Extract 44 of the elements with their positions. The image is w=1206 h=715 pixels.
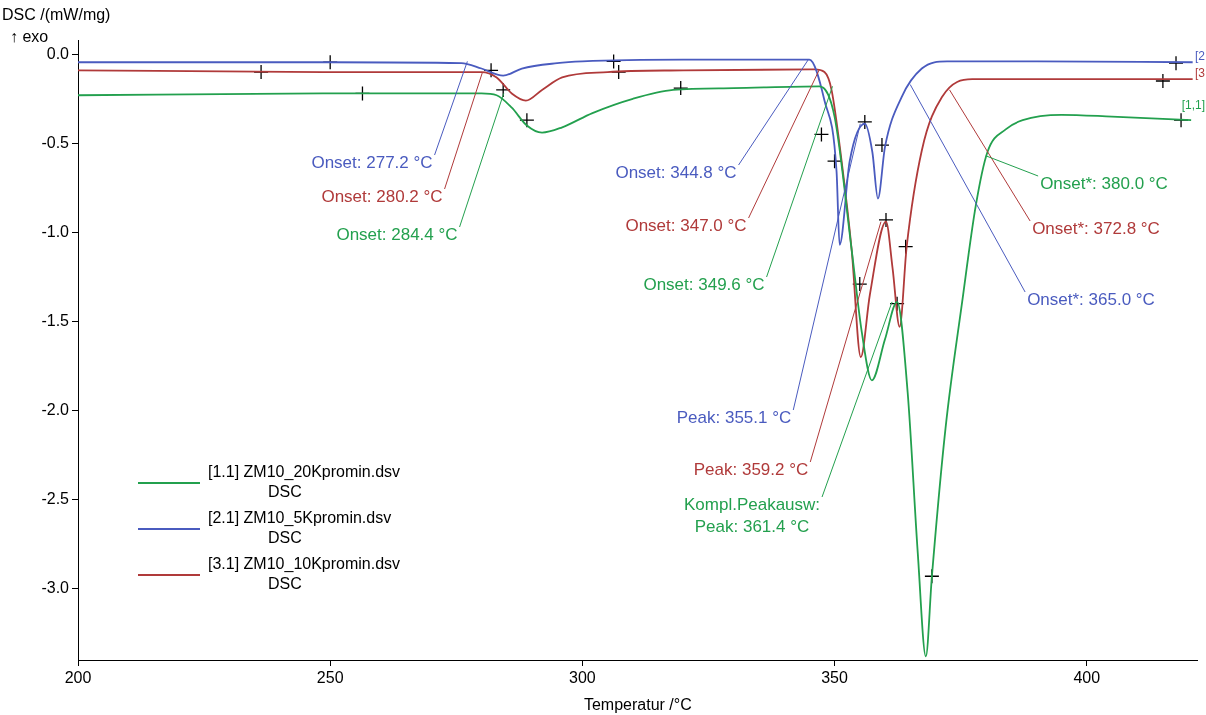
point — [924, 568, 940, 584]
x-tick-label: 200 — [64, 669, 92, 687]
y-tick-label: -3.0 — [41, 579, 70, 597]
point — [1155, 73, 1171, 89]
annotation: Peak: 355.1 °C — [676, 407, 792, 427]
x-tick-label: 400 — [1073, 669, 1101, 687]
annotation: Onset: 280.2 °C — [321, 186, 443, 206]
point — [878, 212, 894, 228]
annotation: Onset*: 372.8 °C — [1032, 218, 1160, 238]
annotation: [3 — [1194, 65, 1206, 80]
y-tick-label: -2.5 — [41, 490, 70, 508]
text: ↑ exo — [10, 28, 49, 46]
y-tick-label: -0.5 — [41, 133, 70, 151]
annotation: Onset: 277.2 °C — [311, 152, 433, 172]
annotation: Onset: 344.8 °C — [615, 162, 737, 182]
x-tick-label: 350 — [821, 669, 848, 687]
annotation: Peak: 359.2 °C — [693, 459, 809, 479]
point — [1168, 55, 1184, 71]
legend-label: [3.1] ZM10_10Kpromin.dsv DSC — [208, 555, 401, 593]
annotation: Onset: 349.6 °C — [643, 274, 765, 294]
y-tick-label: -2.0 — [41, 400, 70, 418]
point — [857, 114, 873, 130]
point — [813, 126, 830, 143]
y-tick-label: -1.0 — [41, 222, 70, 240]
point — [874, 137, 890, 153]
point — [605, 53, 622, 70]
point — [889, 296, 905, 312]
annotation: [1,1] — [1181, 98, 1205, 113]
annotation: Onset*: 365.0 °C — [1027, 289, 1155, 309]
legend-label: [2.1] ZM10_5Kpromin.dsv DSC — [208, 509, 392, 547]
x-tick-label: 300 — [569, 669, 596, 687]
y-tick-label: 0.0 — [46, 44, 70, 62]
legend-label: [1.1] ZM10_20Kpromin.dsv DSC — [208, 463, 401, 501]
y-tick-label: -1.5 — [41, 311, 70, 329]
x-axis-title: Temperatur /°C — [583, 695, 692, 713]
annotation: Onset: 284.4 °C — [336, 224, 458, 244]
annotation: Kompl.Peakausw: Peak: 361.4 °C — [683, 494, 821, 536]
annotation: Onset*: 380.0 °C — [1040, 173, 1168, 193]
point — [519, 112, 535, 128]
annotation: Onset: 347.0 °C — [625, 215, 747, 235]
y-axis-title: DSC /(mW/mg) — [2, 6, 111, 24]
point — [673, 80, 689, 96]
annotation: [2 — [1194, 48, 1206, 63]
x-tick-label: 250 — [316, 669, 344, 687]
